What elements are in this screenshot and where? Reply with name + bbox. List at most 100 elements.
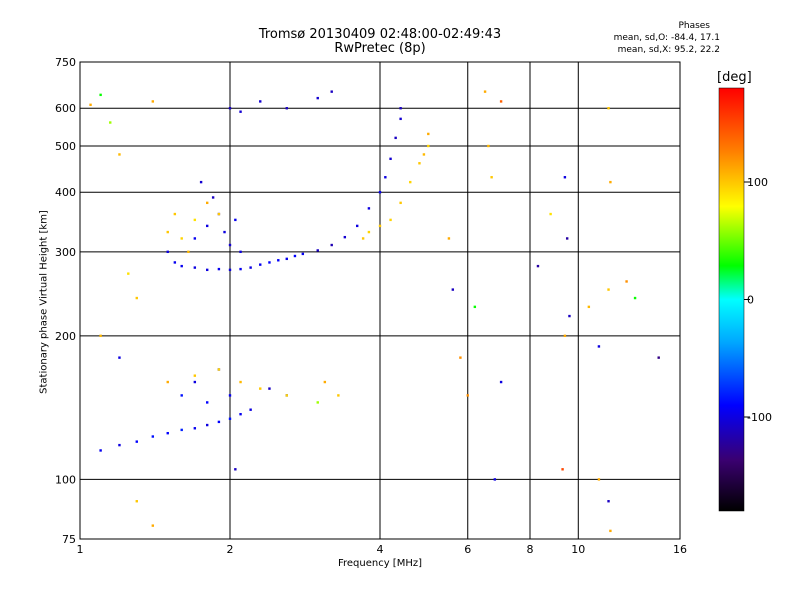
data-point (493, 478, 497, 481)
data-point (561, 468, 564, 471)
data-point (607, 500, 610, 503)
grid-lines (80, 62, 680, 539)
data-point (99, 449, 102, 452)
data-point (355, 224, 359, 228)
data-point (609, 180, 612, 184)
data-point (118, 443, 121, 447)
data-point (657, 356, 660, 359)
data-point (193, 380, 197, 384)
data-point (239, 412, 242, 416)
data-point (109, 121, 112, 124)
data-point (180, 394, 183, 397)
data-point (316, 401, 319, 404)
data-point (609, 529, 612, 533)
x-tick-label: 1 (77, 543, 84, 556)
x-axis-label: Frequency [MHz] (337, 558, 423, 569)
data-point (193, 427, 197, 430)
x-tick-label: 16 (673, 543, 687, 556)
data-point (166, 431, 169, 435)
data-point (205, 201, 209, 205)
data-point (239, 380, 242, 384)
data-point (166, 230, 169, 234)
data-point (549, 212, 552, 216)
data-point (228, 243, 232, 247)
data-point (99, 93, 102, 97)
data-point (399, 107, 402, 110)
data-point (473, 305, 477, 309)
data-point (217, 212, 221, 216)
data-point (166, 250, 169, 254)
data-point (217, 267, 221, 271)
data-point (249, 408, 252, 411)
data-point (268, 261, 271, 264)
phases-o-stats: mean, sd,O: -84.4, 17.1 (613, 33, 720, 43)
y-tick-labels: 75 100 200 300 400 500 600 750 (55, 56, 76, 546)
data-point (409, 180, 412, 184)
data-point (180, 264, 183, 268)
phases-x-stats: mean, sd,X: 95.2, 22.2 (617, 45, 720, 55)
data-point (330, 243, 333, 247)
data-point (135, 440, 138, 443)
data-point (422, 153, 426, 156)
data-point (399, 201, 402, 205)
data-point (301, 252, 305, 256)
data-point (499, 380, 503, 384)
data-point (193, 218, 197, 222)
data-point (118, 356, 121, 359)
data-point (607, 107, 610, 110)
data-point (633, 296, 637, 300)
data-point (597, 478, 601, 481)
data-point (193, 374, 197, 377)
data-point (418, 162, 421, 165)
data-point (217, 420, 221, 424)
data-point (228, 394, 232, 397)
data-point (234, 468, 237, 471)
colorbar-unit-label: [deg] (717, 70, 752, 85)
colorbar-tick-label: -100 (747, 411, 772, 424)
data-point (199, 180, 203, 184)
data-point (285, 257, 288, 261)
data-point (389, 157, 392, 161)
data-point (205, 224, 209, 228)
data-point (205, 268, 209, 272)
x-tick-label: 8 (527, 543, 534, 556)
data-point (367, 230, 371, 234)
data-point (447, 237, 451, 240)
data-point (259, 263, 262, 266)
data-point (217, 368, 221, 371)
data-point (135, 296, 138, 300)
data-point (228, 107, 232, 110)
data-point (223, 230, 226, 234)
data-point (234, 218, 237, 222)
data-point (316, 96, 319, 100)
colorbar-tick-label: 0 (747, 294, 754, 307)
data-point (239, 267, 242, 271)
data-point (285, 394, 288, 397)
data-point (135, 500, 138, 503)
data-point (193, 266, 197, 269)
data-point (568, 314, 571, 318)
x-tick-label: 10 (571, 543, 585, 556)
data-point (249, 266, 252, 269)
data-point (285, 107, 288, 110)
x-tick-labels: 1 2 4 6 8 10 16 (77, 543, 688, 556)
data-point (173, 212, 177, 216)
data-point (536, 264, 540, 268)
data-point (151, 100, 155, 103)
x-tick-label: 6 (464, 543, 471, 556)
data-point (607, 288, 610, 291)
data-point (427, 132, 430, 136)
data-point (427, 144, 430, 148)
colorbar-tick-label: 100 (747, 176, 768, 189)
plot-frame (79, 61, 681, 540)
data-points (89, 90, 660, 533)
data-point (389, 218, 392, 222)
x-tick-label: 2 (227, 543, 234, 556)
data-point (625, 280, 628, 283)
y-tick-label: 200 (55, 330, 76, 343)
data-point (361, 237, 365, 240)
colorbar-ticks: 100 0 -100 (744, 176, 772, 424)
y-tick-label: 500 (55, 140, 76, 153)
data-point (180, 237, 183, 240)
